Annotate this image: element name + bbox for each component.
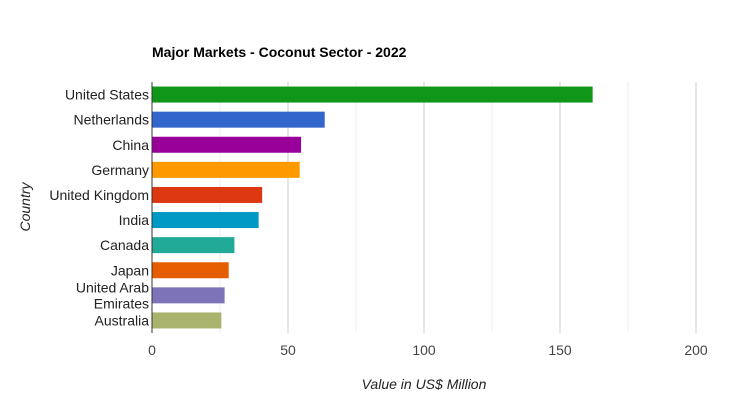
- bar-united-kingdom: [152, 186, 263, 203]
- category-label: Canada: [100, 237, 149, 253]
- x-tick-label: 100: [412, 342, 436, 358]
- x-tick-label: 0: [148, 342, 156, 358]
- bar-china: [152, 136, 302, 153]
- bar-india: [152, 212, 259, 229]
- x-tick-labels: 0 50 100 150 200: [148, 342, 708, 358]
- bar-japan: [152, 262, 229, 279]
- x-tick-label: 50: [280, 342, 296, 358]
- bar-germany: [152, 161, 300, 178]
- category-label: United Arab Emirates: [76, 279, 149, 311]
- category-label: India: [119, 212, 150, 228]
- category-label: Japan: [111, 262, 149, 278]
- category-label: Australia: [95, 312, 150, 328]
- bar-united-arab-emirates: [152, 287, 225, 304]
- x-axis-title: Value in US$ Million: [362, 376, 487, 392]
- category-label: Netherlands: [74, 112, 150, 128]
- bar-netherlands: [152, 111, 325, 128]
- x-tick-label: 200: [684, 342, 708, 358]
- y-axis-title: Country: [17, 181, 33, 231]
- category-label: Germany: [91, 162, 149, 178]
- bar-united-states: [152, 86, 593, 103]
- category-labels: United States Netherlands China Germany Unit…: [49, 87, 149, 329]
- bars: [152, 86, 593, 329]
- category-label: China: [112, 137, 149, 153]
- chart-title: Major Markets - Coconut Sector - 2022: [152, 44, 407, 60]
- category-label: United States: [65, 87, 149, 103]
- bar-canada: [152, 237, 235, 254]
- category-label: United Kingdom: [49, 187, 149, 203]
- x-tick-label: 150: [548, 342, 572, 358]
- bar-australia: [152, 312, 222, 329]
